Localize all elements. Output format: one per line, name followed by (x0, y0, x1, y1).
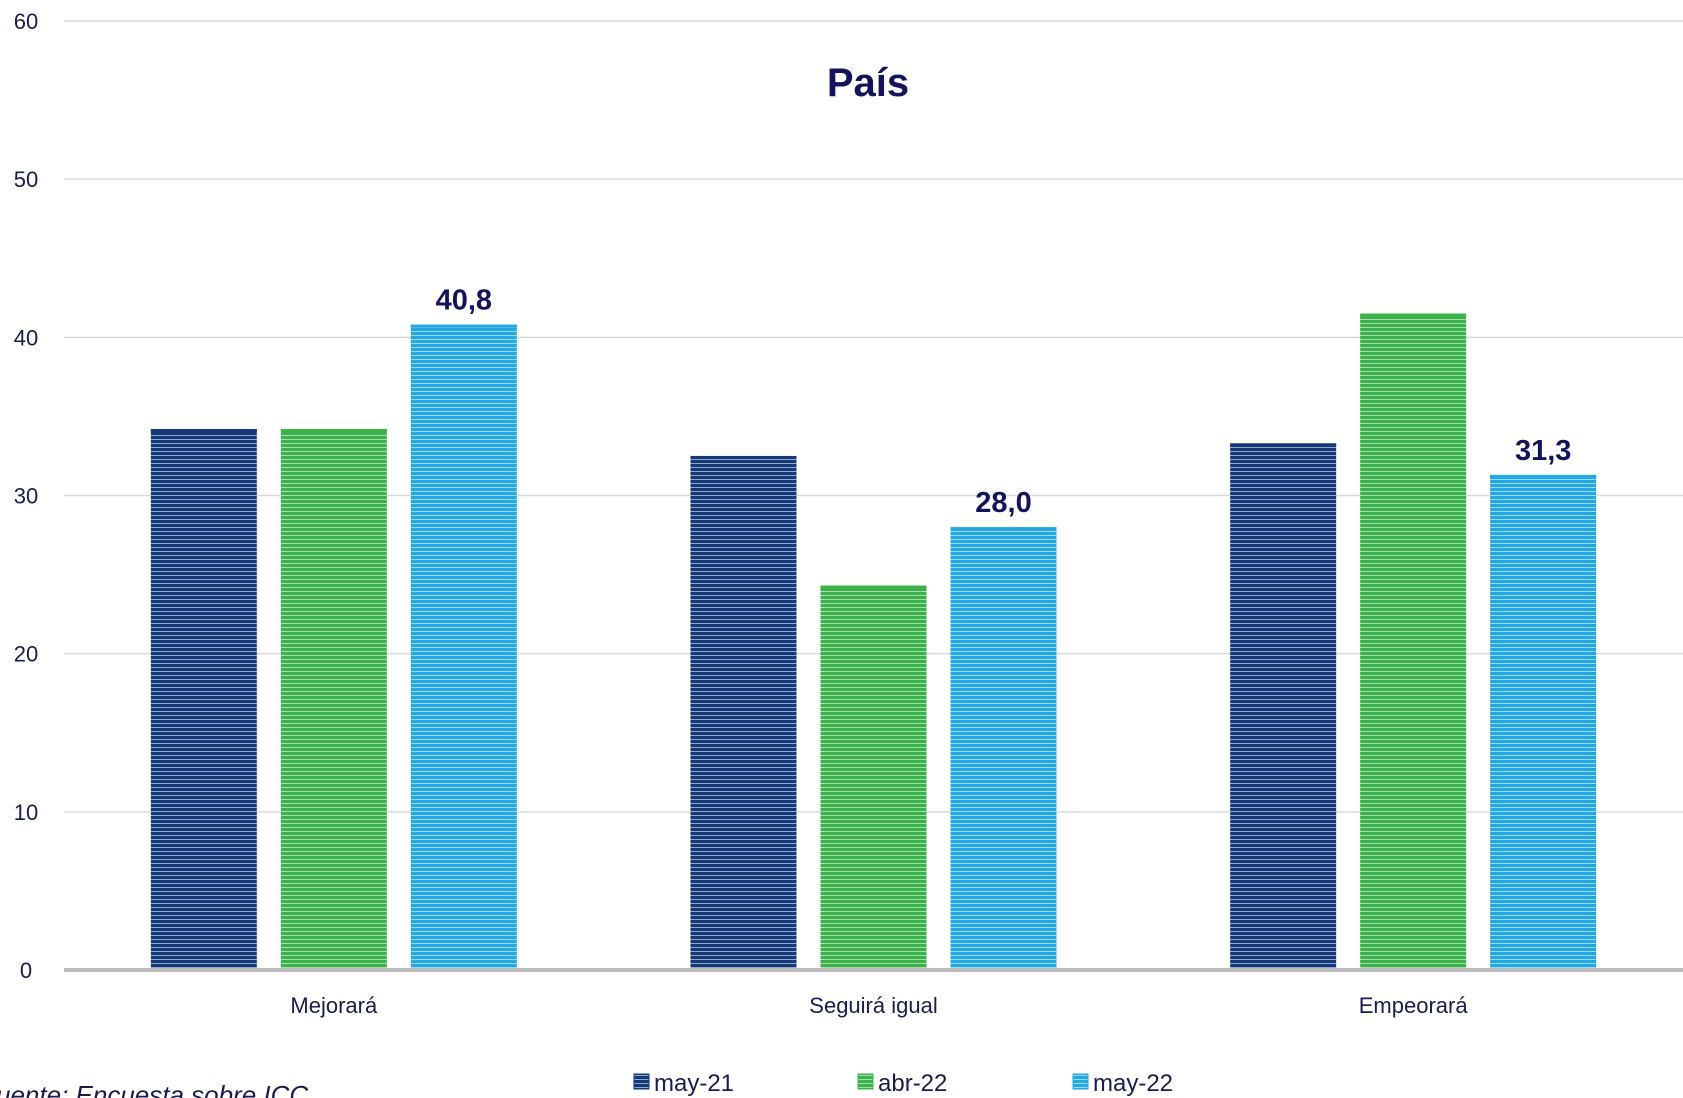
bar-top-edge (820, 585, 927, 589)
bars (150, 313, 1597, 970)
x-category-label: Seguirá igual (809, 993, 937, 1018)
bar-may-21-0 (150, 429, 257, 970)
bar-may-22-1 (950, 527, 1057, 970)
bar-abr-22-1 (820, 585, 927, 970)
bar-abr-22-2 (1360, 313, 1467, 970)
data-label: 40,8 (436, 285, 492, 317)
legend-swatch (1072, 1073, 1089, 1090)
bar-top-edge (280, 429, 387, 433)
bar-top-edge (690, 455, 797, 459)
legend-swatch (857, 1073, 874, 1090)
bar-may-21-2 (1230, 443, 1337, 970)
legend-label: abr-22 (878, 1070, 947, 1097)
y-tick-label: 0 (20, 958, 32, 983)
data-label: 28,0 (975, 487, 1031, 519)
bar-top-edge (1230, 443, 1337, 447)
bar-top-edge (950, 527, 1057, 531)
x-category-label: Empeorará (1359, 993, 1469, 1018)
data-labels: 40,8 28,0 31,3 (436, 285, 1572, 519)
y-axis-ticks: 0 10 20 30 40 50 60 (14, 9, 38, 983)
x-axis-categories: Mejorará Seguirá igual Empeorará (290, 993, 1468, 1018)
chart-title: País (827, 61, 909, 105)
legend-label: may-22 (1093, 1070, 1173, 1097)
y-tick-label: 50 (14, 167, 38, 192)
bar-top-edge (150, 429, 257, 433)
legend-swatch (633, 1073, 650, 1090)
legend: may-21 abr-22 may-22 (633, 1070, 1173, 1097)
y-tick-label: 30 (14, 484, 38, 509)
bar-abr-22-0 (280, 429, 387, 970)
y-tick-label: 60 (14, 9, 38, 34)
y-tick-label: 40 (14, 325, 38, 350)
bar-may-22-0 (410, 324, 517, 970)
bar-top-edge (410, 324, 517, 328)
bar-may-21-1 (690, 455, 797, 970)
y-tick-label: 10 (14, 800, 38, 825)
x-category-label: Mejorará (290, 993, 378, 1018)
legend-label: may-21 (654, 1070, 734, 1097)
data-label: 31,3 (1515, 435, 1571, 467)
bar-may-22-2 (1490, 474, 1597, 970)
source-note: uente: Encuesta sobre ICC (0, 1080, 308, 1098)
bar-top-edge (1360, 313, 1467, 317)
bar-top-edge (1490, 474, 1597, 478)
y-tick-label: 20 (14, 642, 38, 667)
